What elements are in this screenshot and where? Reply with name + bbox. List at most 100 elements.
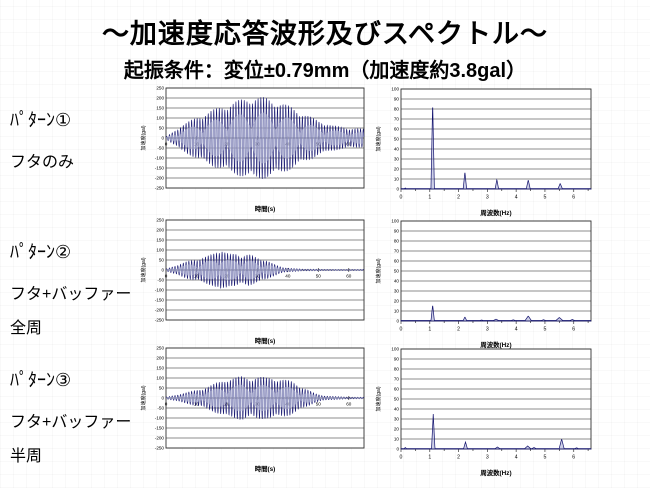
svg-text:60: 60 [394, 259, 400, 264]
pattern-1-labels: ﾊﾟﾀｰﾝ① フタのみ [0, 84, 138, 182]
svg-text:0: 0 [161, 136, 164, 141]
svg-text:5: 5 [543, 195, 546, 201]
svg-text:1: 1 [428, 195, 431, 201]
svg-text:0: 0 [161, 268, 164, 273]
pattern-3-condition-2: 半周 [10, 448, 43, 465]
pattern-3-label: ﾊﾟﾀｰﾝ③ [10, 370, 72, 390]
svg-text:20: 20 [394, 299, 400, 304]
svg-text:3: 3 [486, 455, 489, 461]
svg-text:30: 30 [394, 417, 400, 422]
svg-text:30: 30 [255, 274, 261, 279]
pattern-3-row: ﾊﾟﾀｰﾝ③ フタ+バッファー 半周 -250 -200 -150 -100 -50 0 5… [0, 344, 650, 478]
svg-text:0: 0 [165, 402, 168, 407]
pattern-1-label: ﾊﾟﾀｰﾝ① [10, 110, 72, 130]
svg-text:250: 250 [156, 86, 164, 91]
svg-text:80: 80 [394, 239, 400, 244]
pattern-2-label: ﾊﾟﾀｰﾝ② [10, 242, 72, 262]
svg-text:30: 30 [394, 157, 400, 162]
svg-text:2: 2 [457, 195, 460, 201]
pattern-2-condition-1: フタ+バッファー [10, 286, 132, 303]
svg-text:時間(s): 時間(s) [255, 204, 276, 213]
svg-text:40: 40 [394, 407, 400, 412]
svg-text:4: 4 [515, 327, 518, 333]
svg-text:0: 0 [396, 319, 399, 324]
svg-text:80: 80 [394, 367, 400, 372]
svg-text:1: 1 [428, 455, 431, 461]
svg-text:70: 70 [394, 377, 400, 382]
svg-text:-250: -250 [155, 446, 165, 451]
svg-text:0: 0 [165, 142, 168, 147]
svg-text:4: 4 [515, 455, 518, 461]
svg-text:40: 40 [394, 279, 400, 284]
svg-text:時間(s): 時間(s) [255, 336, 276, 345]
svg-text:-150: -150 [155, 298, 165, 303]
svg-text:250: 250 [156, 346, 164, 351]
svg-text:10: 10 [394, 309, 400, 314]
svg-text:2: 2 [457, 455, 460, 461]
pattern-3-spectrum-chart: 0 10 20 30 40 50 60 70 80 90 100 0 1 2 3 4 5 6 周波数(Hz) 加速度(… [373, 344, 603, 478]
page-title: ～加速度応答波形及びスペクトル～ [101, 19, 549, 49]
svg-text:50: 50 [394, 397, 400, 402]
svg-text:60: 60 [394, 387, 400, 392]
svg-text:6: 6 [572, 195, 575, 201]
svg-text:50: 50 [394, 269, 400, 274]
svg-text:250: 250 [156, 218, 164, 223]
svg-text:50: 50 [159, 386, 165, 391]
svg-text:6: 6 [572, 327, 575, 333]
svg-text:加速度(gal): 加速度(gal) [140, 125, 147, 150]
pattern-1-row: ﾊﾟﾀｰﾝ① フタのみ -250 -200 -150 -100 -50 0 50 100 150… [0, 84, 650, 218]
svg-text:3: 3 [486, 195, 489, 201]
svg-text:20: 20 [224, 402, 230, 407]
svg-text:-100: -100 [155, 288, 165, 293]
svg-text:10: 10 [194, 274, 200, 279]
svg-text:200: 200 [156, 356, 164, 361]
svg-text:60: 60 [346, 402, 352, 407]
svg-text:100: 100 [156, 376, 164, 381]
svg-text:90: 90 [394, 229, 400, 234]
svg-text:-250: -250 [155, 186, 165, 191]
pattern-3-labels: ﾊﾟﾀｰﾝ③ フタ+バッファー 半周 [0, 344, 138, 476]
svg-text:10: 10 [394, 437, 400, 442]
svg-text:周波数(Hz): 周波数(Hz) [480, 468, 511, 477]
svg-text:4: 4 [515, 195, 518, 201]
svg-text:0: 0 [400, 455, 403, 461]
svg-text:40: 40 [285, 274, 291, 279]
svg-text:0: 0 [396, 187, 399, 192]
pattern-1-waveform-chart: -250-200-150-100-50050100150200250010203… [138, 84, 370, 214]
svg-text:100: 100 [156, 248, 164, 253]
pattern-2-spectrum-chart: 0 10 20 30 40 50 60 70 80 90 100 0 1 2 3 4 5 6 周波数(Hz) 加速度(… [373, 216, 603, 350]
svg-text:0: 0 [161, 396, 164, 401]
pattern-2-waveform-chart: -250-200-150-100-50050100150200250010203… [138, 216, 370, 346]
svg-text:6: 6 [572, 455, 575, 461]
svg-text:50: 50 [394, 137, 400, 142]
svg-text:20: 20 [394, 427, 400, 432]
svg-text:30: 30 [394, 289, 400, 294]
svg-text:-50: -50 [157, 278, 164, 283]
svg-text:-150: -150 [155, 426, 165, 431]
svg-text:加速度(gal): 加速度(gal) [375, 258, 382, 283]
svg-text:0: 0 [165, 274, 168, 279]
svg-text:周波数(Hz): 周波数(Hz) [480, 208, 511, 217]
svg-text:10: 10 [394, 177, 400, 182]
svg-text:150: 150 [156, 106, 164, 111]
pattern-2-condition-2: 全周 [10, 320, 43, 337]
svg-text:150: 150 [156, 238, 164, 243]
svg-text:加速度(gal): 加速度(gal) [375, 386, 382, 411]
svg-text:加速度(gal): 加速度(gal) [375, 126, 382, 151]
svg-text:加速度(gal): 加速度(gal) [140, 385, 147, 410]
svg-text:5: 5 [543, 455, 546, 461]
svg-text:60: 60 [346, 142, 352, 147]
pattern-1-spectrum-chart: 0 10 20 30 40 50 60 70 80 90 100 0 1 2 3 4 5 6 周波数(Hz) 加速度(… [373, 84, 603, 218]
svg-text:100: 100 [391, 87, 399, 92]
svg-text:3: 3 [486, 327, 489, 333]
svg-text:60: 60 [346, 274, 352, 279]
svg-text:100: 100 [391, 347, 399, 352]
svg-text:-100: -100 [155, 416, 165, 421]
svg-text:70: 70 [394, 249, 400, 254]
svg-text:1: 1 [428, 327, 431, 333]
svg-text:50: 50 [159, 126, 165, 131]
svg-text:50: 50 [159, 258, 165, 263]
svg-text:周波数(Hz): 周波数(Hz) [480, 340, 511, 349]
pattern-1-condition: フタのみ [10, 154, 75, 171]
